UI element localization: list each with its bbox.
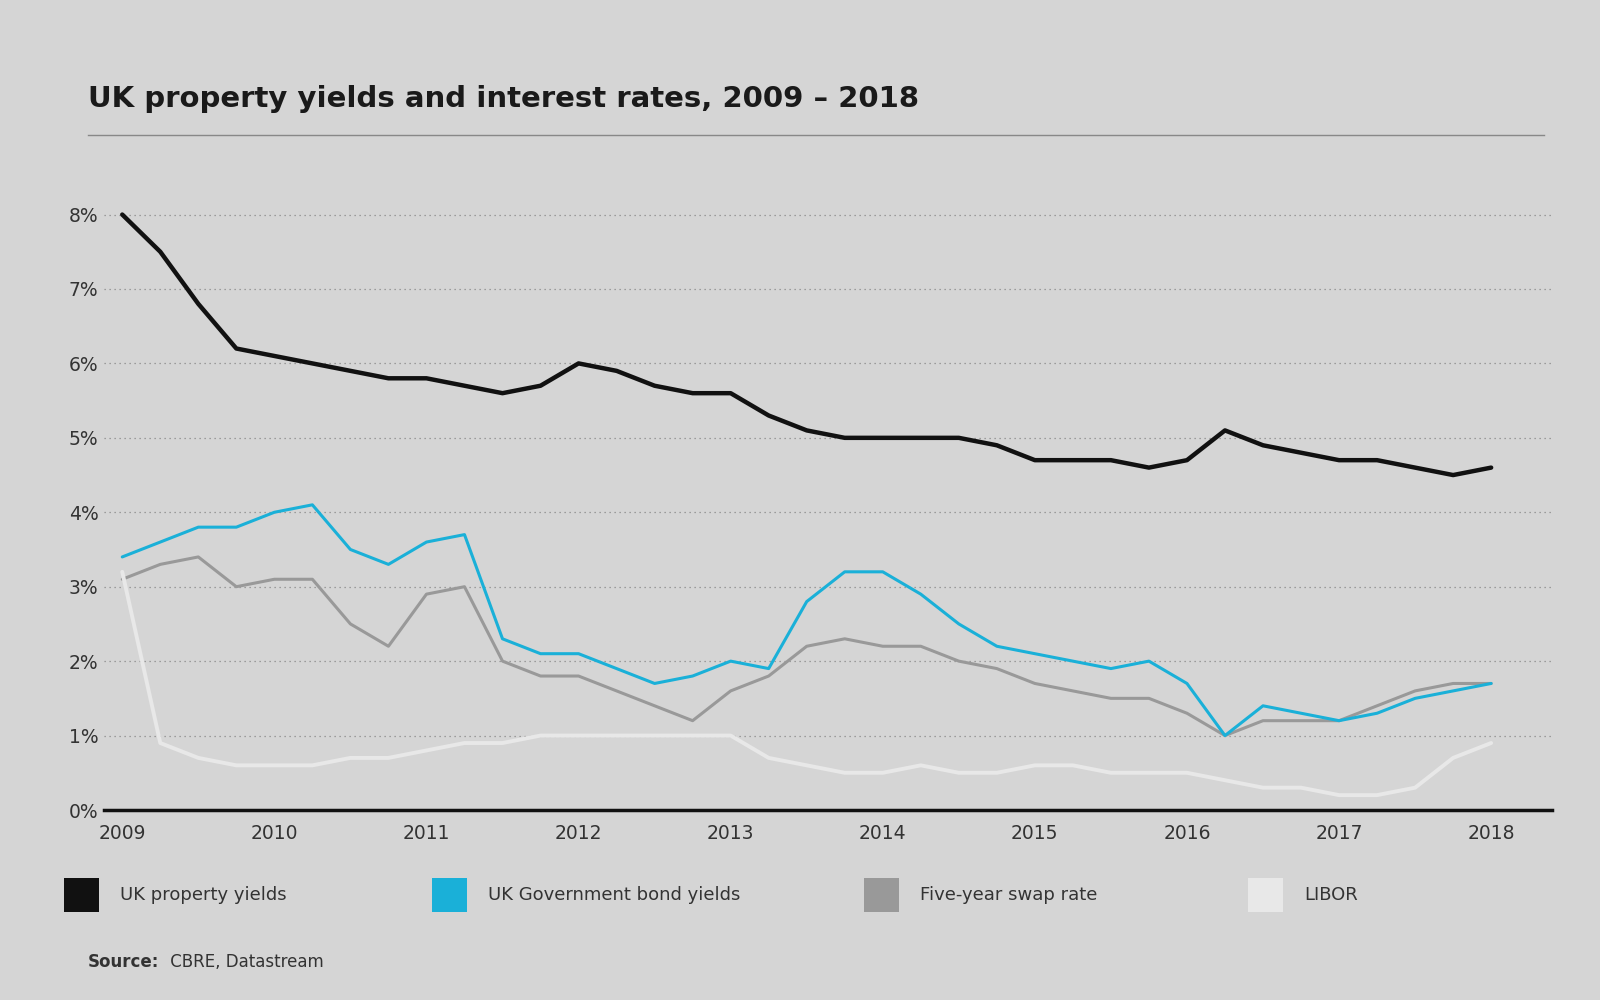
Text: Source:: Source: xyxy=(88,953,160,971)
Text: CBRE, Datastream: CBRE, Datastream xyxy=(165,953,323,971)
Text: UK Government bond yields: UK Government bond yields xyxy=(488,886,741,904)
Text: UK property yields: UK property yields xyxy=(120,886,286,904)
Text: Five-year swap rate: Five-year swap rate xyxy=(920,886,1098,904)
Text: LIBOR: LIBOR xyxy=(1304,886,1358,904)
Text: UK property yields and interest rates, 2009 – 2018: UK property yields and interest rates, 2… xyxy=(88,85,918,113)
